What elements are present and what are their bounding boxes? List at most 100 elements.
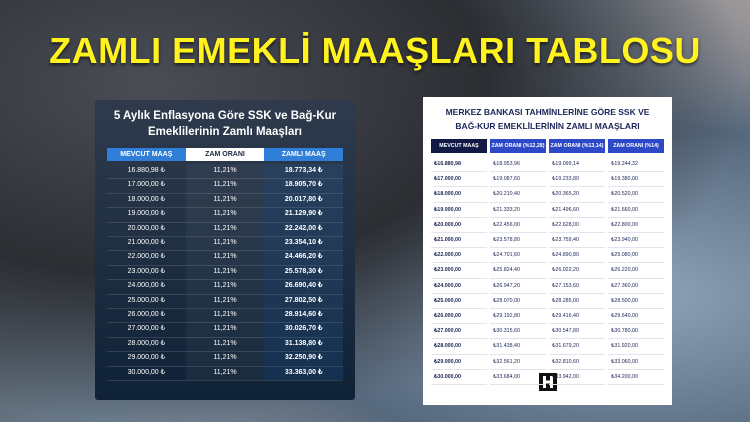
table-cell: 27.802,50 ₺ — [264, 293, 344, 308]
table-cell: ₺25.080,00 — [608, 248, 664, 264]
table-cell: 28.000,00 ₺ — [127, 339, 166, 347]
table-cell: ₺23.940,00 — [608, 233, 664, 249]
table-row: ₺25.000,00 ₺28.070,00 ₺28.285,00 ₺28.500,00 — [431, 294, 664, 309]
logo — [539, 373, 557, 391]
table-cell: ₺31.679,20 — [549, 339, 605, 355]
table-cell: ₺29.640,00 — [608, 309, 664, 325]
table-cell: ₺27.153,60 — [549, 279, 605, 294]
table-row: ₺21.000,00 ₺23.578,80 ₺23.759,40 ₺23.940,00 — [431, 233, 664, 249]
table-cell: ₺23.759,40 — [549, 233, 605, 249]
table-cell: 11,21% — [185, 322, 265, 337]
table-cell: ₺22.800,00 — [608, 218, 664, 233]
table-cell: ₺23.000,00 — [431, 263, 487, 279]
table-row: 27.000,00 ₺ 11,21% 30.026,70 ₺ — [107, 322, 344, 338]
table-cell: 30.026,70 ₺ — [264, 322, 344, 337]
right-table-title: MERKEZ BANKASI TAHMİNLERİNE GÖRE SSK VE … — [423, 105, 672, 133]
table-cell: ₺19.233,80 — [549, 172, 605, 188]
title-line: 5 Aylık Enflasyona Göre SSK ve Bağ-Kur — [113, 110, 337, 122]
table-cell: 11,21% — [185, 336, 265, 352]
table-cell: 18.905,70 ₺ — [264, 178, 344, 193]
table-cell: 22.000,00 ₺ — [127, 253, 166, 261]
table-cell: ₺19.244,32 — [608, 157, 664, 173]
table-cell: 21.000,00 ₺ — [127, 239, 166, 246]
table-cell: ₺21.496,60 — [549, 203, 605, 218]
header-row: MEVCUT MAAŞ ZAM ORANI (%12,28) ZAM ORANI (… — [431, 139, 664, 153]
table-cell: 23.000,00 ₺ — [127, 267, 166, 275]
table-cell: ₺34.200,00 — [608, 370, 664, 385]
table-cell: ₺22.628,00 — [549, 218, 605, 233]
table-cell: ₺29.000,00 — [431, 355, 487, 370]
table-row: 17.000,00 ₺ 11,21% 18.905,70 ₺ — [107, 178, 344, 194]
table-cell: ₺21.000,00 — [431, 233, 487, 249]
table-cell: ₺28.500,00 — [608, 294, 664, 309]
table-cell: 19.000,00 ₺ — [127, 210, 166, 218]
table-cell: ₺30.315,60 — [490, 324, 546, 340]
table-row: ₺29.000,00 ₺32.561,20 ₺32.810,60 ₺33.060,00 — [431, 355, 664, 370]
table-cell: 23.354,10 ₺ — [264, 236, 344, 251]
table-cell: ₺20.365,20 — [549, 187, 605, 203]
table-cell: ₺29.192,80 — [490, 309, 546, 325]
table-cell: 11,21% — [185, 308, 265, 323]
table-cell: ₺16.880,98 — [431, 157, 487, 173]
table-cell: 22.242,00 ₺ — [264, 221, 344, 236]
table-cell: 25.578,30 ₺ — [264, 264, 344, 280]
table-cell: 27.000,00 ₺ — [127, 325, 166, 333]
table-cell: ₺33.060,00 — [608, 355, 664, 370]
table-row: 18.000,00 ₺ 11,21% 20.017,80 ₺ — [107, 192, 344, 209]
table-row: ₺19.000,00 ₺21.333,20 ₺21.496,60 ₺21.660,00 — [431, 203, 664, 218]
table-cell: ₺22.456,00 — [490, 218, 546, 233]
column-header: ZAM ORANI (%12,28) — [490, 139, 546, 153]
table-cell: ₺19.087,60 — [490, 172, 546, 188]
table-cell: ₺27.360,00 — [608, 279, 664, 294]
table-row: 19.000,00 ₺ 11,21% 21.129,90 ₺ — [107, 207, 344, 223]
table-cell: ₺21.660,00 — [608, 203, 664, 218]
table-row: 20.000,00 ₺ 11,21% 22.242,00 ₺ — [107, 221, 344, 237]
table-cell: 11,21% — [185, 264, 265, 280]
table-cell: ₺26.000,00 — [431, 309, 487, 325]
table-cell: ₺30.000,00 — [431, 370, 487, 385]
table-cell: ₺19.099,14 — [549, 157, 605, 173]
table-row: ₺16.880,98 ₺18.953,96 ₺19.099,14 ₺19.244,32 — [431, 157, 664, 173]
table-cell: 11,21% — [185, 164, 265, 179]
table-row: ₺17.000,00 ₺19.087,60 ₺19.233,80 ₺19.380,00 — [431, 172, 664, 188]
table-row: ₺28.000,00 ₺31.438,40 ₺31.679,20 ₺31.920,00 — [431, 339, 664, 355]
table-row: 23.000,00 ₺ 11,21% 25.578,30 ₺ — [107, 264, 344, 281]
table-cell: 24.000,00 ₺ — [127, 282, 166, 290]
table-cell: ₺17.000,00 — [431, 172, 487, 188]
table-row: 25.000,00 ₺ 11,21% 27.802,50 ₺ — [107, 293, 344, 309]
table-cell: ₺31.438,40 — [490, 339, 546, 355]
column-header: ZAM ORANI — [185, 148, 265, 161]
table-cell: 20.017,80 ₺ — [264, 192, 344, 208]
table-row: ₺24.000,00 ₺26.947,20 ₺27.153,60 ₺27.360,00 — [431, 279, 664, 294]
table-cell: ₺24.890,80 — [549, 248, 605, 264]
left-table: 5 Aylık Enflasyona Göre SSK ve Bağ-Kur E… — [95, 100, 355, 400]
column-header: ZAM ORANI (%13,14) — [549, 139, 605, 153]
right-table: MERKEZ BANKASI TAHMİNLERİNE GÖRE SSK VE … — [423, 97, 672, 405]
table-cell: 18.000,00 ₺ — [127, 195, 166, 203]
table-cell: ₺24.701,60 — [490, 248, 546, 264]
table-row: 28.000,00 ₺ 11,21% 31.138,80 ₺ — [107, 336, 344, 353]
title-line: BAĞ-KUR EMEKLİLERİNİN ZAMLI MAAŞLARI — [455, 121, 640, 131]
table-cell: 11,21% — [185, 192, 265, 208]
column-header: ZAM ORANI (%14) — [608, 139, 664, 153]
table-cell: ₺20.000,00 — [431, 218, 487, 233]
table-row: 21.000,00 ₺ 11,21% 23.354,10 ₺ — [107, 236, 344, 252]
table-cell: 11,21% — [185, 236, 265, 251]
table-cell: 18.773,34 ₺ — [264, 164, 344, 179]
table-cell: 17.000,00 ₺ — [127, 181, 166, 189]
table-row: 24.000,00 ₺ 11,21% 26.690,40 ₺ — [107, 279, 344, 295]
table-row: ₺18.000,00 ₺20.210,40 ₺20.365,20 ₺20.520,00 — [431, 187, 664, 203]
table-cell: ₺28.070,00 — [490, 294, 546, 309]
table-row: 26.000,00 ₺ 11,21% 28.914,60 ₺ — [107, 308, 344, 324]
table-cell: ₺32.561,20 — [490, 355, 546, 370]
table-cell: ₺19.380,00 — [608, 172, 664, 188]
table-cell: ₺29.416,40 — [549, 309, 605, 325]
table-cell: ₺23.578,80 — [490, 233, 546, 249]
table-cell: ₺24.000,00 — [431, 279, 487, 294]
table-cell: ₺28.285,00 — [549, 294, 605, 309]
table-cell: 33.363,00 ₺ — [264, 365, 344, 380]
table-cell: 20.000,00 ₺ — [127, 224, 166, 232]
table-row: 29.000,00 ₺ 11,21% 32.250,90 ₺ — [107, 351, 344, 367]
table-cell: ₺28.000,00 — [431, 339, 487, 355]
table-cell: ₺21.333,20 — [490, 203, 546, 218]
